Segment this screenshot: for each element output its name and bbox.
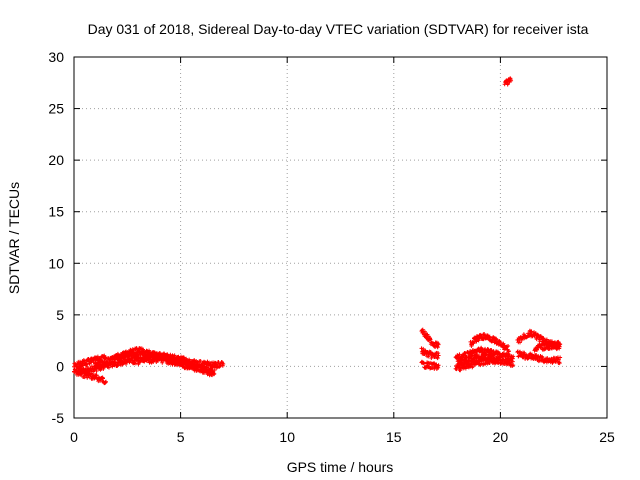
data-point <box>509 78 514 83</box>
data-point <box>210 371 215 376</box>
data-point <box>187 361 192 366</box>
data-point <box>558 342 563 347</box>
data-point <box>436 353 441 358</box>
data-point <box>436 342 441 347</box>
data-point <box>541 336 546 341</box>
data-point <box>558 355 563 360</box>
y-axis-label: SDTVAR / TECUs <box>6 182 22 294</box>
data-point <box>506 349 511 354</box>
data-point <box>510 359 515 364</box>
x-tick-label: 15 <box>386 429 402 445</box>
data-point <box>209 368 214 373</box>
data-point <box>533 331 538 336</box>
data-point <box>422 329 427 334</box>
data-point <box>421 346 426 351</box>
data-point <box>471 341 476 346</box>
grid-lines <box>74 57 607 418</box>
data-point <box>436 363 441 368</box>
data-point <box>87 361 92 366</box>
data-point <box>126 354 131 359</box>
y-tick-label: 25 <box>48 101 64 117</box>
data-point <box>511 354 516 359</box>
data-point <box>494 336 499 341</box>
x-tick-label: 20 <box>493 429 509 445</box>
data-point <box>182 363 187 368</box>
data-point <box>428 337 433 342</box>
data-point <box>198 359 203 364</box>
data-point <box>103 379 108 384</box>
y-tick-label: 5 <box>56 307 64 323</box>
data-point <box>435 356 440 361</box>
data-point <box>172 353 177 358</box>
plot-frame <box>73 56 608 419</box>
y-tick-label: 15 <box>48 204 64 220</box>
data-point <box>497 354 502 359</box>
data-point <box>435 345 440 350</box>
data-point <box>457 352 462 357</box>
data-point <box>492 352 497 357</box>
x-tick-label: 5 <box>177 429 185 445</box>
axes: 0 5 10 15 20 25 -5 0 5 10 15 20 25 30 <box>48 49 615 445</box>
y-tick-label: 20 <box>48 152 64 168</box>
data-point <box>422 361 427 366</box>
y-tick-label: -5 <box>52 410 65 426</box>
chart-title: Day 031 of 2018, Sidereal Day-to-day VTE… <box>88 21 589 37</box>
data-point <box>213 360 218 365</box>
data-point <box>487 334 492 339</box>
x-tick-label: 0 <box>70 429 78 445</box>
data-point <box>221 361 226 366</box>
data-point <box>160 360 165 365</box>
y-tick-label: 30 <box>48 49 64 65</box>
data-point <box>518 340 523 345</box>
data-point <box>106 365 111 370</box>
data-point <box>557 361 562 366</box>
data-point <box>106 361 111 366</box>
data-point <box>461 362 466 367</box>
x-axis-label: GPS time / hours <box>287 459 394 475</box>
y-tick-label: 0 <box>56 358 64 374</box>
data-point <box>498 358 503 363</box>
data-point <box>77 364 82 369</box>
data-point <box>506 344 511 349</box>
x-tick-label: 10 <box>279 429 295 445</box>
y-tick-label: 10 <box>48 255 64 271</box>
data-point <box>511 363 516 368</box>
data-points <box>72 76 563 386</box>
x-tick-label: 25 <box>599 429 615 445</box>
data-point <box>143 353 148 358</box>
